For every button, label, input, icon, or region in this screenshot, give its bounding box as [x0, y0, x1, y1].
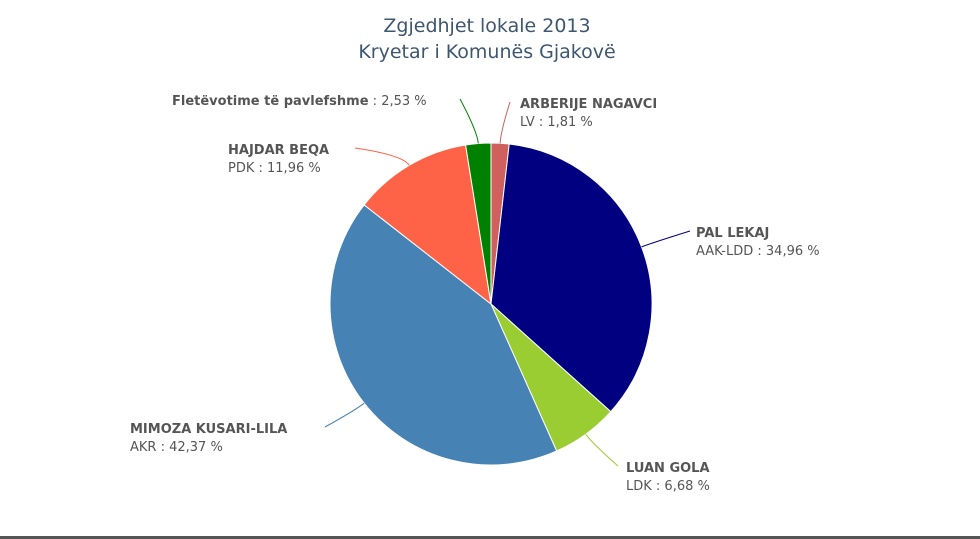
- pie-slice-mimoza-kusari-lila[interactable]: [329, 204, 558, 466]
- chart-subtitle: Kryetar i Komunës Gjakovë: [358, 41, 615, 63]
- pie-slice-fletevotime-te-pavlefshme[interactable]: [465, 142, 492, 305]
- pie-slices: [329, 142, 653, 466]
- bottom-divider: [0, 536, 980, 539]
- slice-label-fletevotime-te-pavlefshme: Fletëvotime të pavlefshme : 2,53 %: [172, 94, 427, 109]
- slice-value-hajdar-beqa: PDK : 11,96 %: [228, 161, 321, 176]
- leader-line-fletevotime-te-pavlefshme: [459, 98, 479, 144]
- leader-line-pal-lekaj: [641, 230, 691, 248]
- slice-label-luan-gola: LUAN GOLA: [626, 461, 710, 476]
- pie-slice-hajdar-beqa[interactable]: [363, 144, 492, 306]
- chart-title: Zgjedhjet lokale 2013: [383, 15, 590, 37]
- slice-value-luan-gola: LDK : 6,68 %: [626, 479, 710, 494]
- leader-line-mimoza-kusari-lila: [324, 402, 365, 428]
- leader-line-luan-gola: [585, 433, 619, 467]
- pie-labels: ARBERIJE NAGAVCI LV : 1,81 % PAL LEKAJ AAK-…: [130, 94, 820, 494]
- slice-value-pal-lekaj: AAK-LDD : 34,96 %: [696, 244, 820, 259]
- slice-label-hajdar-beqa: HAJDAR BEQA: [228, 143, 329, 158]
- leader-line-arberije-nagavci: [499, 101, 511, 144]
- slice-value-arberije-nagavci: LV : 1,81 %: [520, 115, 593, 130]
- pie-leader-lines: [324, 98, 691, 467]
- slice-value-mimoza-kusari-lila: AKR : 42,37 %: [130, 440, 223, 455]
- slice-label-arberije-nagavci: ARBERIJE NAGAVCI: [520, 97, 657, 112]
- slice-label-pal-lekaj: PAL LEKAJ: [696, 226, 769, 241]
- slice-label-mimoza-kusari-lila: MIMOZA KUSARI-LILA: [130, 422, 287, 437]
- leader-line-hajdar-beqa: [354, 147, 410, 166]
